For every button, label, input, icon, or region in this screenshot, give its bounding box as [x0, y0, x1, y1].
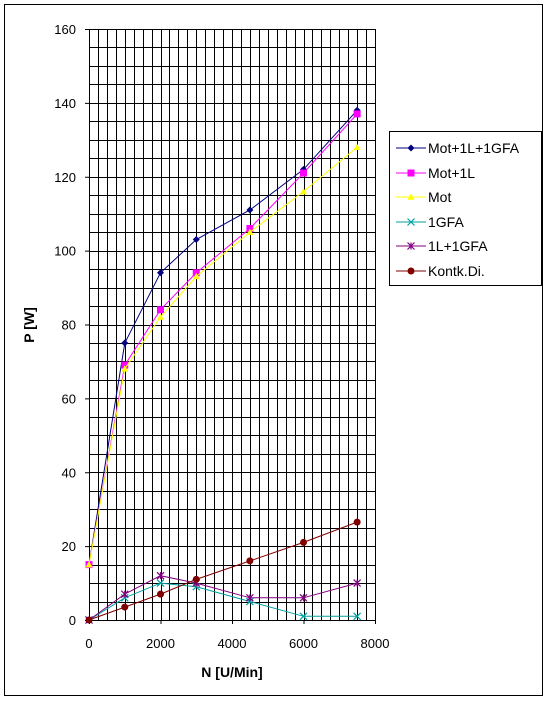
data-point: Mot: 2000, 82 — [157, 313, 164, 320]
x-axis-title: N [U/Min] — [201, 664, 262, 680]
legend-swatch — [396, 217, 426, 226]
data-point: Mot: 1000, 68 — [121, 365, 129, 372]
data-point: Kontk.Di.: 6000, 21 — [300, 538, 307, 546]
data-point: 1GFA: 4500, 5 — [245, 597, 254, 606]
legend-swatch-marker — [407, 193, 415, 200]
legend-label: Mot+1L+1GFA — [428, 140, 520, 156]
legend-item: 1GFA — [390, 210, 541, 235]
legend-item: Mot+1L — [390, 161, 541, 186]
y-tick-label: 100 — [54, 244, 76, 259]
legend-swatch — [396, 193, 426, 200]
legend: Mot+1L+1GFA Mot+1L Mot 1GFA 1L+1GFA Kontk.Di. — [389, 131, 542, 286]
y-tick-label: 20 — [62, 539, 76, 554]
data-point: Mot+1L: 2000, 84 — [157, 306, 164, 314]
y-tick-label: 40 — [62, 465, 76, 480]
data-point: Mot: 7500, 128 — [353, 143, 361, 150]
data-point: Mot+1L: 3000, 94 — [192, 269, 200, 277]
legend-item: Mot — [390, 185, 541, 210]
legend-swatch-marker — [407, 242, 415, 250]
y-tick-label: 60 — [62, 391, 76, 406]
data-point: Kontk.Di.: 4500, 16 — [246, 557, 254, 565]
data-point: Mot+1L: 6000, 121 — [300, 169, 307, 177]
data-point: 1L+1GFA: 1000, 7 — [120, 590, 129, 599]
data-point: 1GFA: 7500, 1 — [353, 612, 362, 621]
legend-label: 1GFA — [428, 213, 464, 230]
y-tick-labels: 0 20 40 60 80 100 120 140 160 — [54, 22, 89, 628]
data-point: Mot: 0, 15 — [85, 561, 93, 568]
data-point: Mot: 3000, 93 — [192, 272, 200, 280]
y-tick-label: 160 — [54, 22, 76, 37]
series-3: Mot: 0, 15 Mot: 1000, 68 Mot: 2000, 82 Mot:… — [85, 143, 361, 568]
legend-swatch-marker — [407, 169, 415, 176]
series-layer: Mot+1L+1GFA: 0, 15Mot+1L+1GFA: 1000, 75M… — [85, 106, 362, 624]
y-tick-label: 0 — [69, 613, 76, 628]
data-point: Mot+1L+1GFA: 4500, 111 — [246, 206, 254, 214]
y-tick-label: 140 — [54, 96, 76, 111]
legend-label: Mot+1L — [428, 164, 476, 181]
data-point: Mot: 6000, 116 — [300, 188, 307, 195]
legend-swatch-marker — [407, 217, 415, 226]
legend-swatch — [396, 267, 426, 274]
x-tick-label: 6000 — [289, 636, 318, 651]
axes — [85, 29, 375, 624]
legend-swatch — [396, 144, 426, 152]
x-tick-label: 8000 — [361, 636, 390, 651]
data-point: 1L+1GFA: 2000, 12 — [156, 571, 165, 580]
data-point: Mot+1L: 4500, 106 — [246, 224, 254, 232]
x-tick-label: 4000 — [218, 636, 247, 651]
x-tick-label: 0 — [85, 636, 92, 651]
data-point: 1GFA: 6000, 1 — [299, 612, 308, 621]
data-point: Kontk.Di.: 3000, 11 — [192, 575, 200, 583]
data-point: Kontk.Di.: 1000, 3.5 — [121, 603, 129, 611]
legend-item: Mot+1L+1GFA — [390, 136, 541, 161]
legend-item: Kontk.Di. — [390, 259, 541, 284]
y-axis-title: P [W] — [21, 307, 37, 343]
legend-swatch — [396, 169, 426, 176]
data-point: Mot+1L+1GFA: 3000, 103 — [192, 236, 200, 244]
series-6: Kontk.Di.: 0, 0 Kontk.Di.: 1000, 3.5 Kontk… — [85, 518, 361, 624]
data-point: 1L+1GFA: 4500, 6 — [245, 593, 254, 602]
data-point: Kontk.Di.: 7500, 26.5 — [353, 518, 361, 526]
data-point: Mot+1L: 7500, 137 — [353, 110, 361, 118]
data-point: Kontk.Di.: 2000, 7 — [157, 590, 164, 598]
data-point: Mot+1L+1GFA: 1000, 75 — [121, 339, 129, 347]
data-point: Mot+1L+1GFA: 2000, 94 — [157, 269, 164, 277]
data-point: 1GFA: 2000, 10 — [156, 579, 165, 587]
y-tick-label: 80 — [62, 318, 76, 333]
x-tick-labels: 0 2000 4000 6000 8000 — [85, 620, 389, 651]
data-point: 1L+1GFA: 7500, 10 — [353, 579, 362, 587]
data-point: 1L+1GFA: 6000, 6 — [299, 593, 308, 602]
x-tick-label: 2000 — [146, 636, 175, 651]
data-point: Mot+1L: 1000, 69 — [121, 361, 129, 369]
legend-swatch-marker — [407, 267, 415, 274]
legend-item: 1L+1GFA — [390, 234, 541, 259]
legend-swatch-marker — [407, 144, 415, 152]
chart-frame — [4, 4, 543, 696]
series-5: 1L+1GFA: 0, 01L+1GFA: 1000, 71L+1GFA: 20… — [85, 571, 362, 624]
legend-swatch — [396, 242, 426, 250]
legend-label: Kontk.Di. — [428, 262, 485, 279]
data-point: Kontk.Di.: 0, 0 — [85, 616, 93, 624]
data-point: 1GFA: 3000, 9 — [192, 582, 201, 591]
legend-label: Mot — [428, 189, 452, 205]
legend-label: 1L+1GFA — [428, 238, 488, 254]
data-point: Mot: 4500, 105 — [246, 228, 254, 235]
y-tick-label: 120 — [54, 170, 76, 185]
